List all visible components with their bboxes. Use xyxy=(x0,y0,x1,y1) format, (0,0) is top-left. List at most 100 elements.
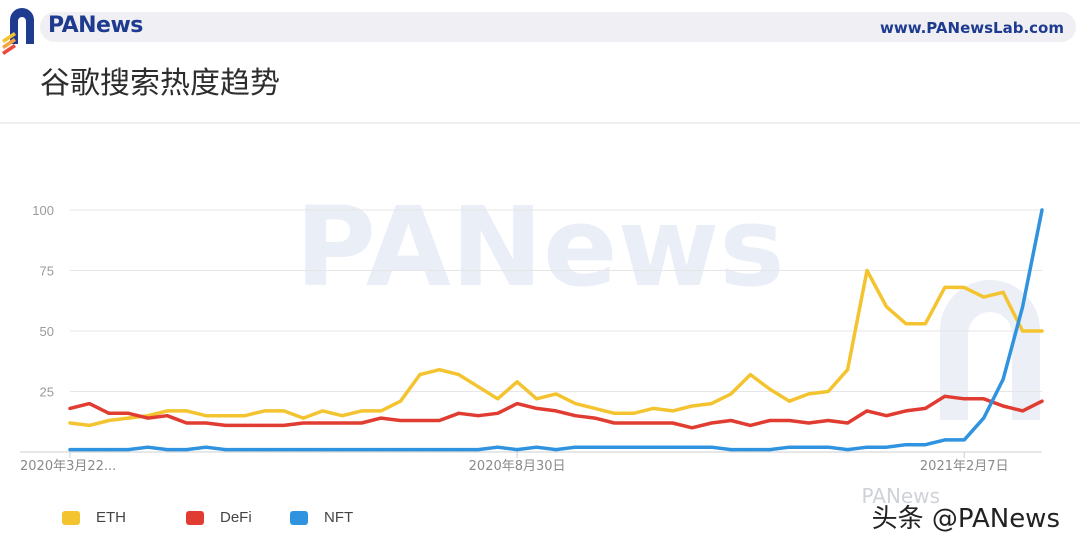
data-point-eth xyxy=(360,409,364,413)
data-point-defi xyxy=(185,421,189,425)
data-point-eth xyxy=(710,402,714,406)
data-point-defi xyxy=(748,423,752,427)
data-point-nft xyxy=(496,445,500,449)
x-tick-label: 2020年3月22... xyxy=(20,459,116,474)
data-point-nft xyxy=(185,448,189,452)
data-point-nft xyxy=(262,448,266,452)
source-credit: 头条 @PANews xyxy=(871,504,1060,534)
panews-logo-icon xyxy=(2,8,34,55)
y-tick-label-75: 75 xyxy=(40,264,54,279)
data-point-eth xyxy=(437,368,441,372)
data-point-eth xyxy=(1021,329,1025,333)
data-point-nft xyxy=(651,445,655,449)
data-point-defi xyxy=(165,414,169,418)
data-point-eth xyxy=(185,409,189,413)
data-point-nft xyxy=(632,445,636,449)
data-point-eth xyxy=(418,373,422,377)
data-point-defi xyxy=(87,402,91,406)
brand-name: PANews xyxy=(48,13,143,38)
data-point-defi xyxy=(301,421,305,425)
data-point-nft xyxy=(729,448,733,452)
data-point-defi xyxy=(554,409,558,413)
data-point-defi xyxy=(360,421,364,425)
data-point-defi xyxy=(457,411,461,415)
data-point-nft xyxy=(360,448,364,452)
data-point-nft xyxy=(457,448,461,452)
data-point-nft xyxy=(1040,208,1044,212)
legend-swatch-defi xyxy=(186,511,204,525)
data-point-eth xyxy=(671,409,675,413)
data-point-nft xyxy=(1001,377,1005,381)
data-point-nft xyxy=(437,448,441,452)
data-point-nft xyxy=(612,445,616,449)
data-point-nft xyxy=(282,448,286,452)
data-point-nft xyxy=(476,448,480,452)
data-point-nft xyxy=(224,448,228,452)
data-point-defi xyxy=(884,414,888,418)
data-point-eth xyxy=(282,409,286,413)
data-point-eth xyxy=(1040,329,1044,333)
data-point-nft xyxy=(68,448,72,452)
data-point-nft xyxy=(768,448,772,452)
data-point-nft xyxy=(690,445,694,449)
data-point-nft xyxy=(126,448,130,452)
data-point-eth xyxy=(865,269,869,272)
data-point-defi xyxy=(846,421,850,425)
data-point-eth xyxy=(321,409,325,413)
data-point-defi xyxy=(1040,399,1044,403)
data-point-eth xyxy=(262,409,266,413)
data-point-nft xyxy=(107,448,111,452)
data-point-nft xyxy=(340,448,344,452)
data-point-defi xyxy=(690,426,694,430)
y-tick-label-100: 100 xyxy=(32,203,54,218)
legend-label-nft: NFT xyxy=(324,509,354,526)
data-point-eth xyxy=(243,414,247,418)
data-point-nft xyxy=(535,445,539,449)
data-point-eth xyxy=(515,380,519,384)
data-point-defi xyxy=(418,419,422,423)
data-point-nft xyxy=(923,443,927,447)
legend-label-defi: DeFi xyxy=(220,509,252,526)
data-point-eth xyxy=(904,322,908,326)
data-point-nft xyxy=(379,448,383,452)
data-point-defi xyxy=(204,421,208,425)
data-point-eth xyxy=(496,397,500,401)
data-point-nft xyxy=(846,448,850,452)
data-point-nft xyxy=(418,448,422,452)
data-point-nft xyxy=(982,416,986,420)
data-point-defi xyxy=(437,419,441,423)
data-point-defi xyxy=(865,409,869,413)
data-point-eth xyxy=(923,322,927,326)
series-defi xyxy=(68,394,1044,430)
data-point-nft xyxy=(165,448,169,452)
data-point-eth xyxy=(476,385,480,389)
x-tick-label: 2021年2月7日 xyxy=(920,459,1009,474)
y-tick-label-50: 50 xyxy=(40,324,54,339)
data-point-defi xyxy=(962,397,966,401)
data-point-eth xyxy=(943,285,947,289)
data-point-eth xyxy=(398,399,402,403)
data-point-eth xyxy=(340,414,344,418)
data-point-eth xyxy=(573,402,577,406)
data-point-defi xyxy=(243,423,247,427)
data-point-nft xyxy=(554,448,558,452)
data-point-defi xyxy=(651,421,655,425)
data-point-defi xyxy=(943,394,947,398)
data-point-defi xyxy=(398,419,402,423)
data-point-nft xyxy=(321,448,325,452)
header-background xyxy=(40,12,1076,42)
data-point-defi xyxy=(107,411,111,415)
data-point-nft xyxy=(748,448,752,452)
data-point-defi xyxy=(671,421,675,425)
data-point-nft xyxy=(398,448,402,452)
data-point-nft xyxy=(1021,305,1025,309)
data-point-eth xyxy=(457,373,461,377)
data-point-defi xyxy=(807,421,811,425)
data-point-defi xyxy=(126,411,130,415)
data-point-nft xyxy=(826,445,830,449)
data-point-defi xyxy=(826,419,830,423)
data-point-defi xyxy=(710,421,714,425)
series-eth xyxy=(68,268,1044,428)
data-point-defi xyxy=(379,416,383,420)
data-point-nft xyxy=(865,445,869,449)
